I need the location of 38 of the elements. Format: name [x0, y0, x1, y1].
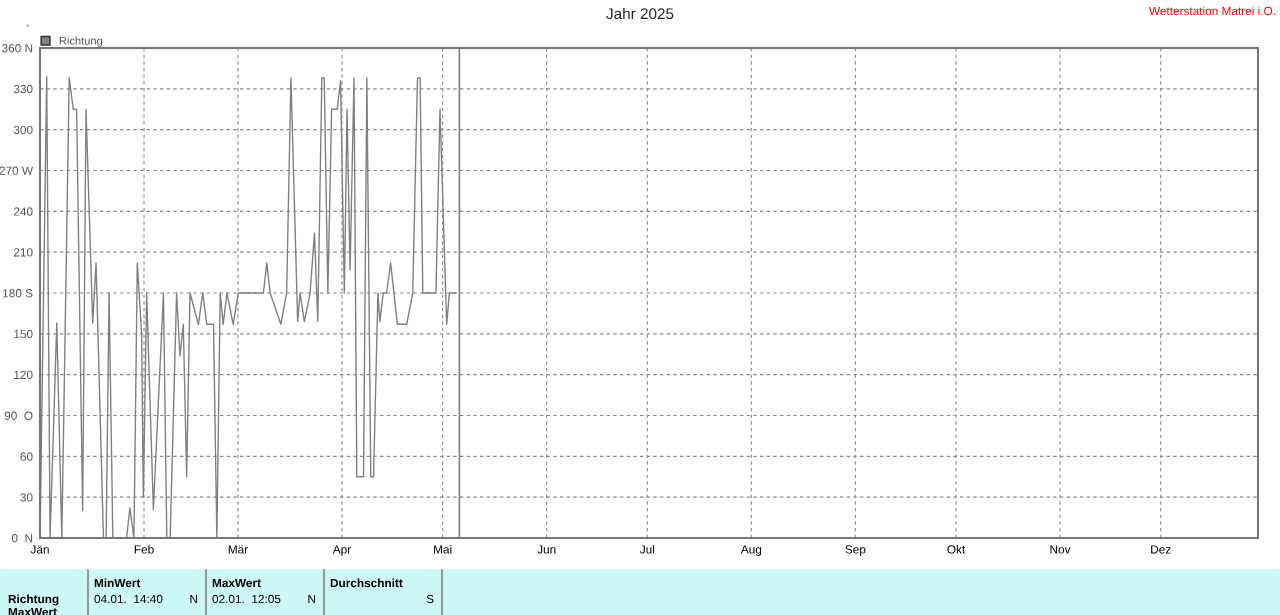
text: MinWert: [94, 578, 141, 588]
y-tick-label: 210: [13, 248, 33, 257]
x-tick-label: Dez: [1151, 545, 1171, 554]
y-tick-label: 90 O: [4, 411, 33, 420]
y-tick-label: 0 N: [11, 534, 33, 543]
y-axis-title: °: [26, 24, 30, 28]
legend-label: Richtung: [59, 36, 103, 47]
y-tick-label: 270 W: [0, 166, 34, 175]
x-tick-label: Nov: [1050, 545, 1071, 554]
text: 04.01. 14:40: [94, 594, 163, 604]
x-tick-label: Jul: [639, 544, 655, 554]
x-tick-label: Feb: [134, 544, 154, 554]
x-tick-label: Jun: [537, 545, 556, 554]
text: Durchschnitt: [330, 578, 403, 588]
text: MaxWert: [212, 578, 261, 588]
x-tick-label: Jän: [30, 545, 49, 554]
x-tick-label: Mär: [228, 545, 248, 554]
chart-title: Jahr 2025: [606, 7, 674, 20]
y-tick-label: 360 N: [2, 44, 33, 53]
x-tick-label: Sep: [845, 545, 866, 556]
y-tick-label: 150: [14, 329, 33, 339]
text: N: [308, 594, 316, 604]
y-tick-label: 180 S: [3, 289, 33, 298]
text: 02.01. 12:05: [212, 594, 281, 604]
x-tick-label: Aug: [740, 545, 762, 556]
x-tick-label: Mai: [434, 544, 452, 554]
text: N: [190, 594, 198, 604]
text: S: [426, 594, 434, 604]
text: Wetterstation Matrei i.O.: [1148, 6, 1275, 16]
y-tick-label: 60: [20, 452, 33, 461]
y-tick-label: 120: [14, 370, 33, 380]
x-tick-label: Okt: [947, 544, 966, 554]
x-tick-label: Apr: [332, 545, 351, 556]
y-tick-label: 240: [13, 207, 33, 216]
y-tick-label: 30: [20, 493, 33, 502]
text: Richtung: [8, 594, 59, 606]
y-tick-label: 300: [13, 125, 33, 135]
y-tick-label: 330: [13, 84, 33, 94]
